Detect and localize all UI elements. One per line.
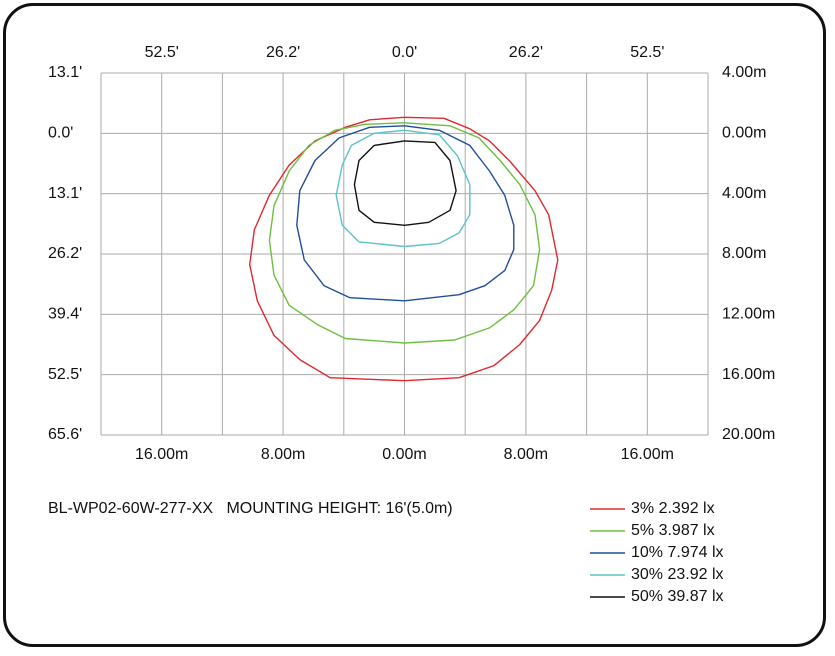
y-tick-label: 16.00m [722,366,775,383]
contour-line [335,129,471,248]
contour-line [296,125,515,302]
y2-tick-label: 13.1' [48,185,82,202]
x2-tick-label: 52.5' [145,44,179,61]
x-tick-label: 16.00m [135,446,188,463]
y-tick-label: 4.00m [722,185,766,202]
y-tick-label: 20.00m [722,426,775,443]
x-tick-label: 0.00m [382,446,426,463]
contour-line [249,116,559,382]
legend-label: 50% 39.87 lx [631,588,724,605]
legend-label: 3% 2.392 lx [631,500,715,517]
frame [3,3,826,647]
x2-tick-label: 26.2' [266,44,300,61]
y2-tick-label: 13.1' [48,64,82,81]
y-tick-label: 12.00m [722,306,775,323]
y-tick-label: 4.00m [722,64,766,81]
x-tick-label: 8.00m [504,446,548,463]
y-tick-label: 8.00m [722,245,766,262]
contour-line [353,140,457,226]
x2-tick-label: 52.5' [630,44,664,61]
legend-label: 5% 3.987 lx [631,522,715,539]
contour-line [268,122,541,344]
caption: BL-WP02-60W-277-XX MOUNTING HEIGHT: 16'(… [48,500,453,517]
x-tick-label: 8.00m [261,446,305,463]
y2-tick-label: 26.2' [48,245,82,262]
x2-tick-label: 0.0' [392,44,417,61]
y-tick-label: 0.00m [722,125,766,142]
y2-tick-label: 65.6' [48,426,82,443]
x-tick-label: 16.00m [621,446,674,463]
legend-label: 30% 23.92 lx [631,566,724,583]
y2-tick-label: 39.4' [48,306,82,323]
y2-tick-label: 0.0' [48,125,73,142]
y2-tick-label: 52.5' [48,366,82,383]
x2-tick-label: 26.2' [509,44,543,61]
legend-label: 10% 7.974 lx [631,544,724,561]
